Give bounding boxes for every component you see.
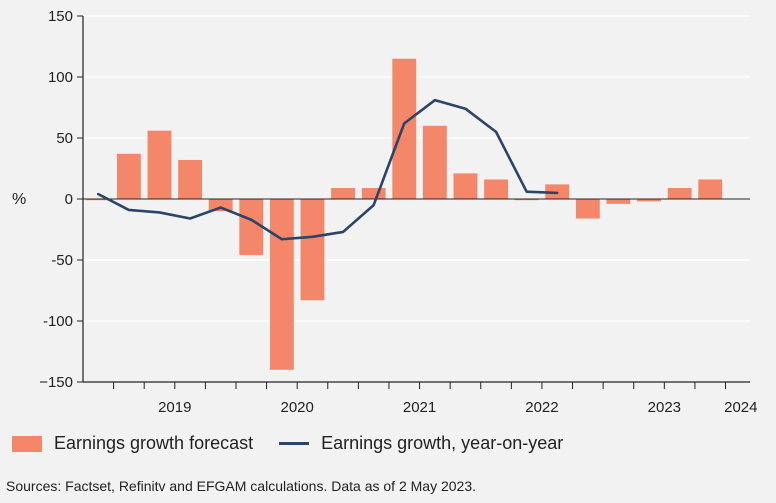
forecast-bar bbox=[239, 199, 264, 256]
y-tick-label: -50 bbox=[51, 252, 73, 269]
forecast-bar bbox=[484, 179, 508, 199]
x-tick-label: 2024 bbox=[724, 399, 757, 416]
x-tick-labels: 2019 2020 2021 2022 2023 2024 bbox=[158, 399, 757, 416]
forecast-bar bbox=[361, 188, 386, 199]
x-tick-label: 2022 bbox=[525, 399, 558, 416]
legend: Earnings growth forecast Earnings growth… bbox=[12, 433, 589, 454]
yoy-line bbox=[96, 98, 559, 241]
forecast-bar bbox=[575, 199, 600, 219]
y-tick-label: 50 bbox=[56, 130, 73, 147]
y-tick-label: -100 bbox=[43, 313, 73, 330]
forecast-bar bbox=[422, 125, 447, 199]
forecast-bar bbox=[453, 173, 478, 199]
forecast-bar bbox=[178, 159, 203, 199]
forecast-bar bbox=[147, 130, 172, 199]
y-tick-labels: 150 100 50 0 -50 -100 −150 bbox=[39, 8, 73, 391]
x-tick-label: 2023 bbox=[648, 399, 681, 416]
source-note: Sources: Factset, Refinitv and EFGAM cal… bbox=[6, 478, 476, 494]
legend-item-forecast: Earnings growth forecast bbox=[12, 433, 253, 454]
y-axis-label: % bbox=[12, 191, 26, 208]
axes bbox=[77, 15, 750, 389]
x-tick-label: 2021 bbox=[403, 399, 436, 416]
forecast-bar bbox=[606, 199, 631, 204]
y-tick-label: 100 bbox=[48, 69, 73, 86]
y-tick-label: −150 bbox=[39, 374, 73, 391]
x-tick-label: 2019 bbox=[158, 399, 191, 416]
y-tick-label: 150 bbox=[48, 8, 73, 25]
forecast-bars bbox=[86, 58, 723, 370]
forecast-bar bbox=[331, 188, 356, 199]
earnings-chart: 150 100 50 0 -50 -100 −150 2019 2020 2021 2022 202… bbox=[12, 8, 758, 416]
forecast-bar bbox=[86, 199, 111, 201]
forecast-bar bbox=[667, 188, 692, 199]
forecast-bar bbox=[392, 58, 417, 200]
x-tick-label: 2020 bbox=[280, 399, 313, 416]
yoy-line-group bbox=[96, 98, 559, 241]
legend-item-yoy: Earnings growth, year-on-year bbox=[279, 433, 563, 454]
forecast-bar bbox=[116, 153, 141, 199]
legend-bar-swatch bbox=[12, 435, 42, 452]
legend-bar-label: Earnings growth forecast bbox=[54, 433, 254, 453]
forecast-bar bbox=[698, 179, 723, 199]
forecast-bar bbox=[208, 199, 233, 212]
legend-line-label: Earnings growth, year-on-year bbox=[321, 433, 564, 453]
y-tick-label: 0 bbox=[65, 191, 73, 208]
forecast-bar bbox=[637, 199, 661, 202]
forecast-bar bbox=[514, 199, 539, 201]
forecast-bar bbox=[269, 199, 294, 370]
forecast-bar bbox=[300, 199, 325, 301]
legend-line-swatch bbox=[279, 442, 310, 445]
